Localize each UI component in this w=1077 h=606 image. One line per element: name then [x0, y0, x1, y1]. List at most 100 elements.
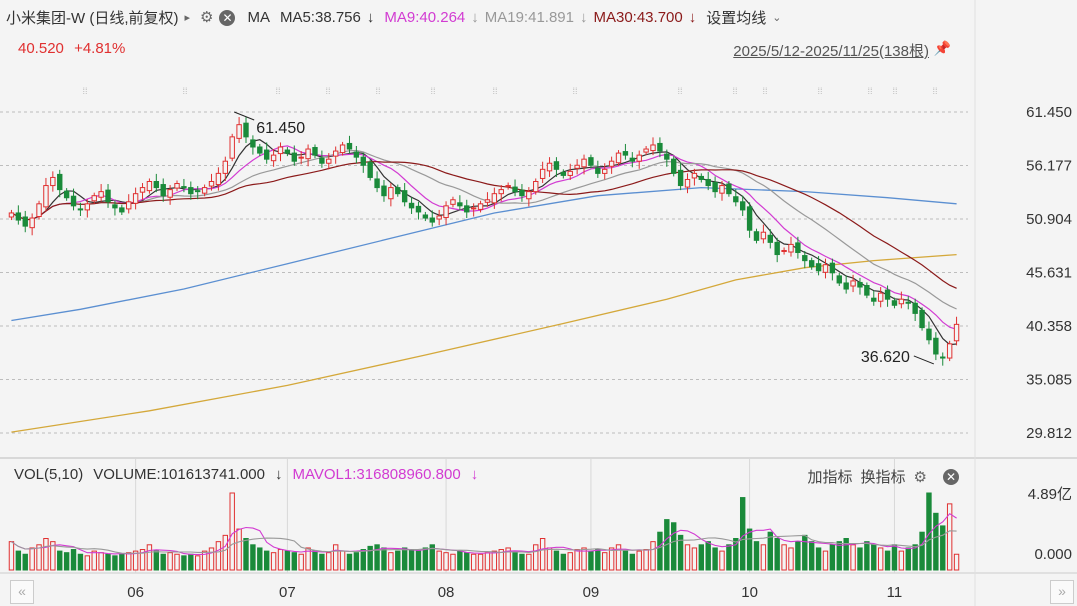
ma-settings-button[interactable]: 设置均线: [706, 9, 767, 27]
volume-bar: [119, 553, 125, 571]
volume-bar: [919, 531, 925, 571]
switch-indicator-button[interactable]: 换指标: [860, 469, 906, 486]
ma-line-ma30: [11, 161, 957, 289]
volume-close-icon[interactable]: ✕: [935, 468, 959, 485]
candle: [457, 202, 463, 207]
candle: [291, 152, 297, 162]
volume-bar: [698, 544, 705, 571]
candle: [112, 204, 118, 209]
volume-gear-icon[interactable]: ⚙: [913, 468, 927, 486]
candle: [119, 207, 125, 213]
candle: [181, 186, 187, 189]
scroll-right-button[interactable]: »: [1050, 580, 1074, 604]
vol-label: VOL(5,10): [14, 466, 84, 483]
volume-bar: [270, 552, 277, 571]
add-indicator-button[interactable]: 加指标: [807, 469, 853, 486]
candle: [546, 162, 553, 172]
volume-bar: [677, 534, 684, 571]
volume-bar: [650, 541, 656, 571]
volume-bar: [581, 547, 587, 571]
play-icon[interactable]: ▸: [184, 11, 191, 24]
candle: [98, 191, 104, 198]
candle: [705, 178, 711, 187]
pin-icon[interactable]: 📌: [933, 40, 951, 56]
mavol-arrow-down-icon: ↓: [470, 466, 479, 483]
ma19-arrow-down-icon: ↓: [579, 8, 588, 26]
candle: [933, 337, 939, 355]
volume-bar: [671, 522, 677, 571]
volume-bar: [298, 553, 304, 571]
volume-bar: [429, 544, 435, 571]
candle: [257, 146, 263, 154]
candle: [167, 189, 173, 198]
scroll-left-button[interactable]: «: [10, 580, 34, 604]
volume-bar: [946, 503, 953, 571]
candle: [153, 181, 160, 189]
volume-bar: [77, 553, 84, 571]
stock-title[interactable]: 小米集团-W (日线,前复权): [6, 9, 179, 27]
volume-bar: [553, 550, 560, 571]
volume-bar: [884, 550, 891, 571]
candle: [229, 136, 235, 159]
candle: [298, 156, 304, 159]
x-tick-label: 10: [741, 584, 758, 601]
ma-longest-line: [11, 253, 957, 433]
volume-bar: [491, 550, 498, 571]
candle: [539, 168, 546, 179]
x-tick-label: 06: [127, 584, 144, 601]
event-marker: ⁞⁞: [762, 86, 767, 96]
event-marker: ⁞⁞: [430, 86, 435, 96]
candle: [57, 173, 63, 191]
candle: [595, 167, 601, 174]
ma19-value: MA19:41.891: [484, 8, 574, 26]
candle: [374, 178, 380, 189]
volume-bar: [891, 544, 898, 571]
candle: [767, 234, 773, 243]
y-tick-label: 29.812: [1026, 425, 1072, 442]
candle: [829, 262, 836, 274]
volume-bar: [877, 547, 884, 571]
volume-bar: [305, 547, 311, 571]
volume-tools: 加指标 换指标 ⚙ ✕: [800, 466, 959, 487]
candle: [139, 187, 146, 193]
high-label: 61.450: [256, 120, 305, 137]
date-range[interactable]: 2025/5/12-2025/11/25(138根): [733, 43, 929, 60]
volume-bar: [588, 550, 594, 571]
high-arrow: [234, 111, 255, 121]
close-icon[interactable]: ✕: [219, 9, 241, 26]
chevron-down-icon[interactable]: ⌄: [772, 11, 782, 24]
ma30-value: MA30:43.700: [593, 8, 683, 26]
candle: [512, 186, 518, 193]
volume-bar: [705, 541, 711, 571]
candle: [388, 187, 394, 200]
volume-bar: [477, 553, 484, 571]
y-tick-label: 35.085: [1026, 372, 1072, 389]
candle: [733, 196, 739, 203]
gear-icon[interactable]: ⚙: [200, 9, 214, 26]
volume-bar: [284, 550, 291, 571]
candle: [788, 243, 794, 253]
candle: [588, 157, 594, 166]
volume-bar: [512, 552, 518, 571]
volume-bar: [760, 544, 767, 571]
volume-bar: [326, 552, 332, 571]
volume-bar: [36, 544, 42, 571]
volume-bar: [843, 538, 849, 571]
candle: [898, 298, 905, 305]
event-marker: ⁞⁞: [732, 86, 737, 96]
volume-bar: [781, 544, 787, 571]
volume-bar: [160, 553, 166, 571]
candle: [22, 216, 28, 227]
ma5-value: MA5:38.756: [279, 8, 361, 26]
candle: [50, 176, 56, 187]
y-tick-label: 50.904: [1026, 211, 1072, 228]
volume-arrow-down-icon: ↓: [275, 466, 283, 483]
candle: [339, 144, 346, 154]
volume-bar: [360, 549, 366, 571]
volume-bar: [374, 544, 380, 571]
event-marker: ⁞⁞: [182, 86, 187, 96]
volume-bar: [63, 552, 70, 571]
candle: [319, 157, 325, 164]
volume-bar: [739, 497, 746, 571]
